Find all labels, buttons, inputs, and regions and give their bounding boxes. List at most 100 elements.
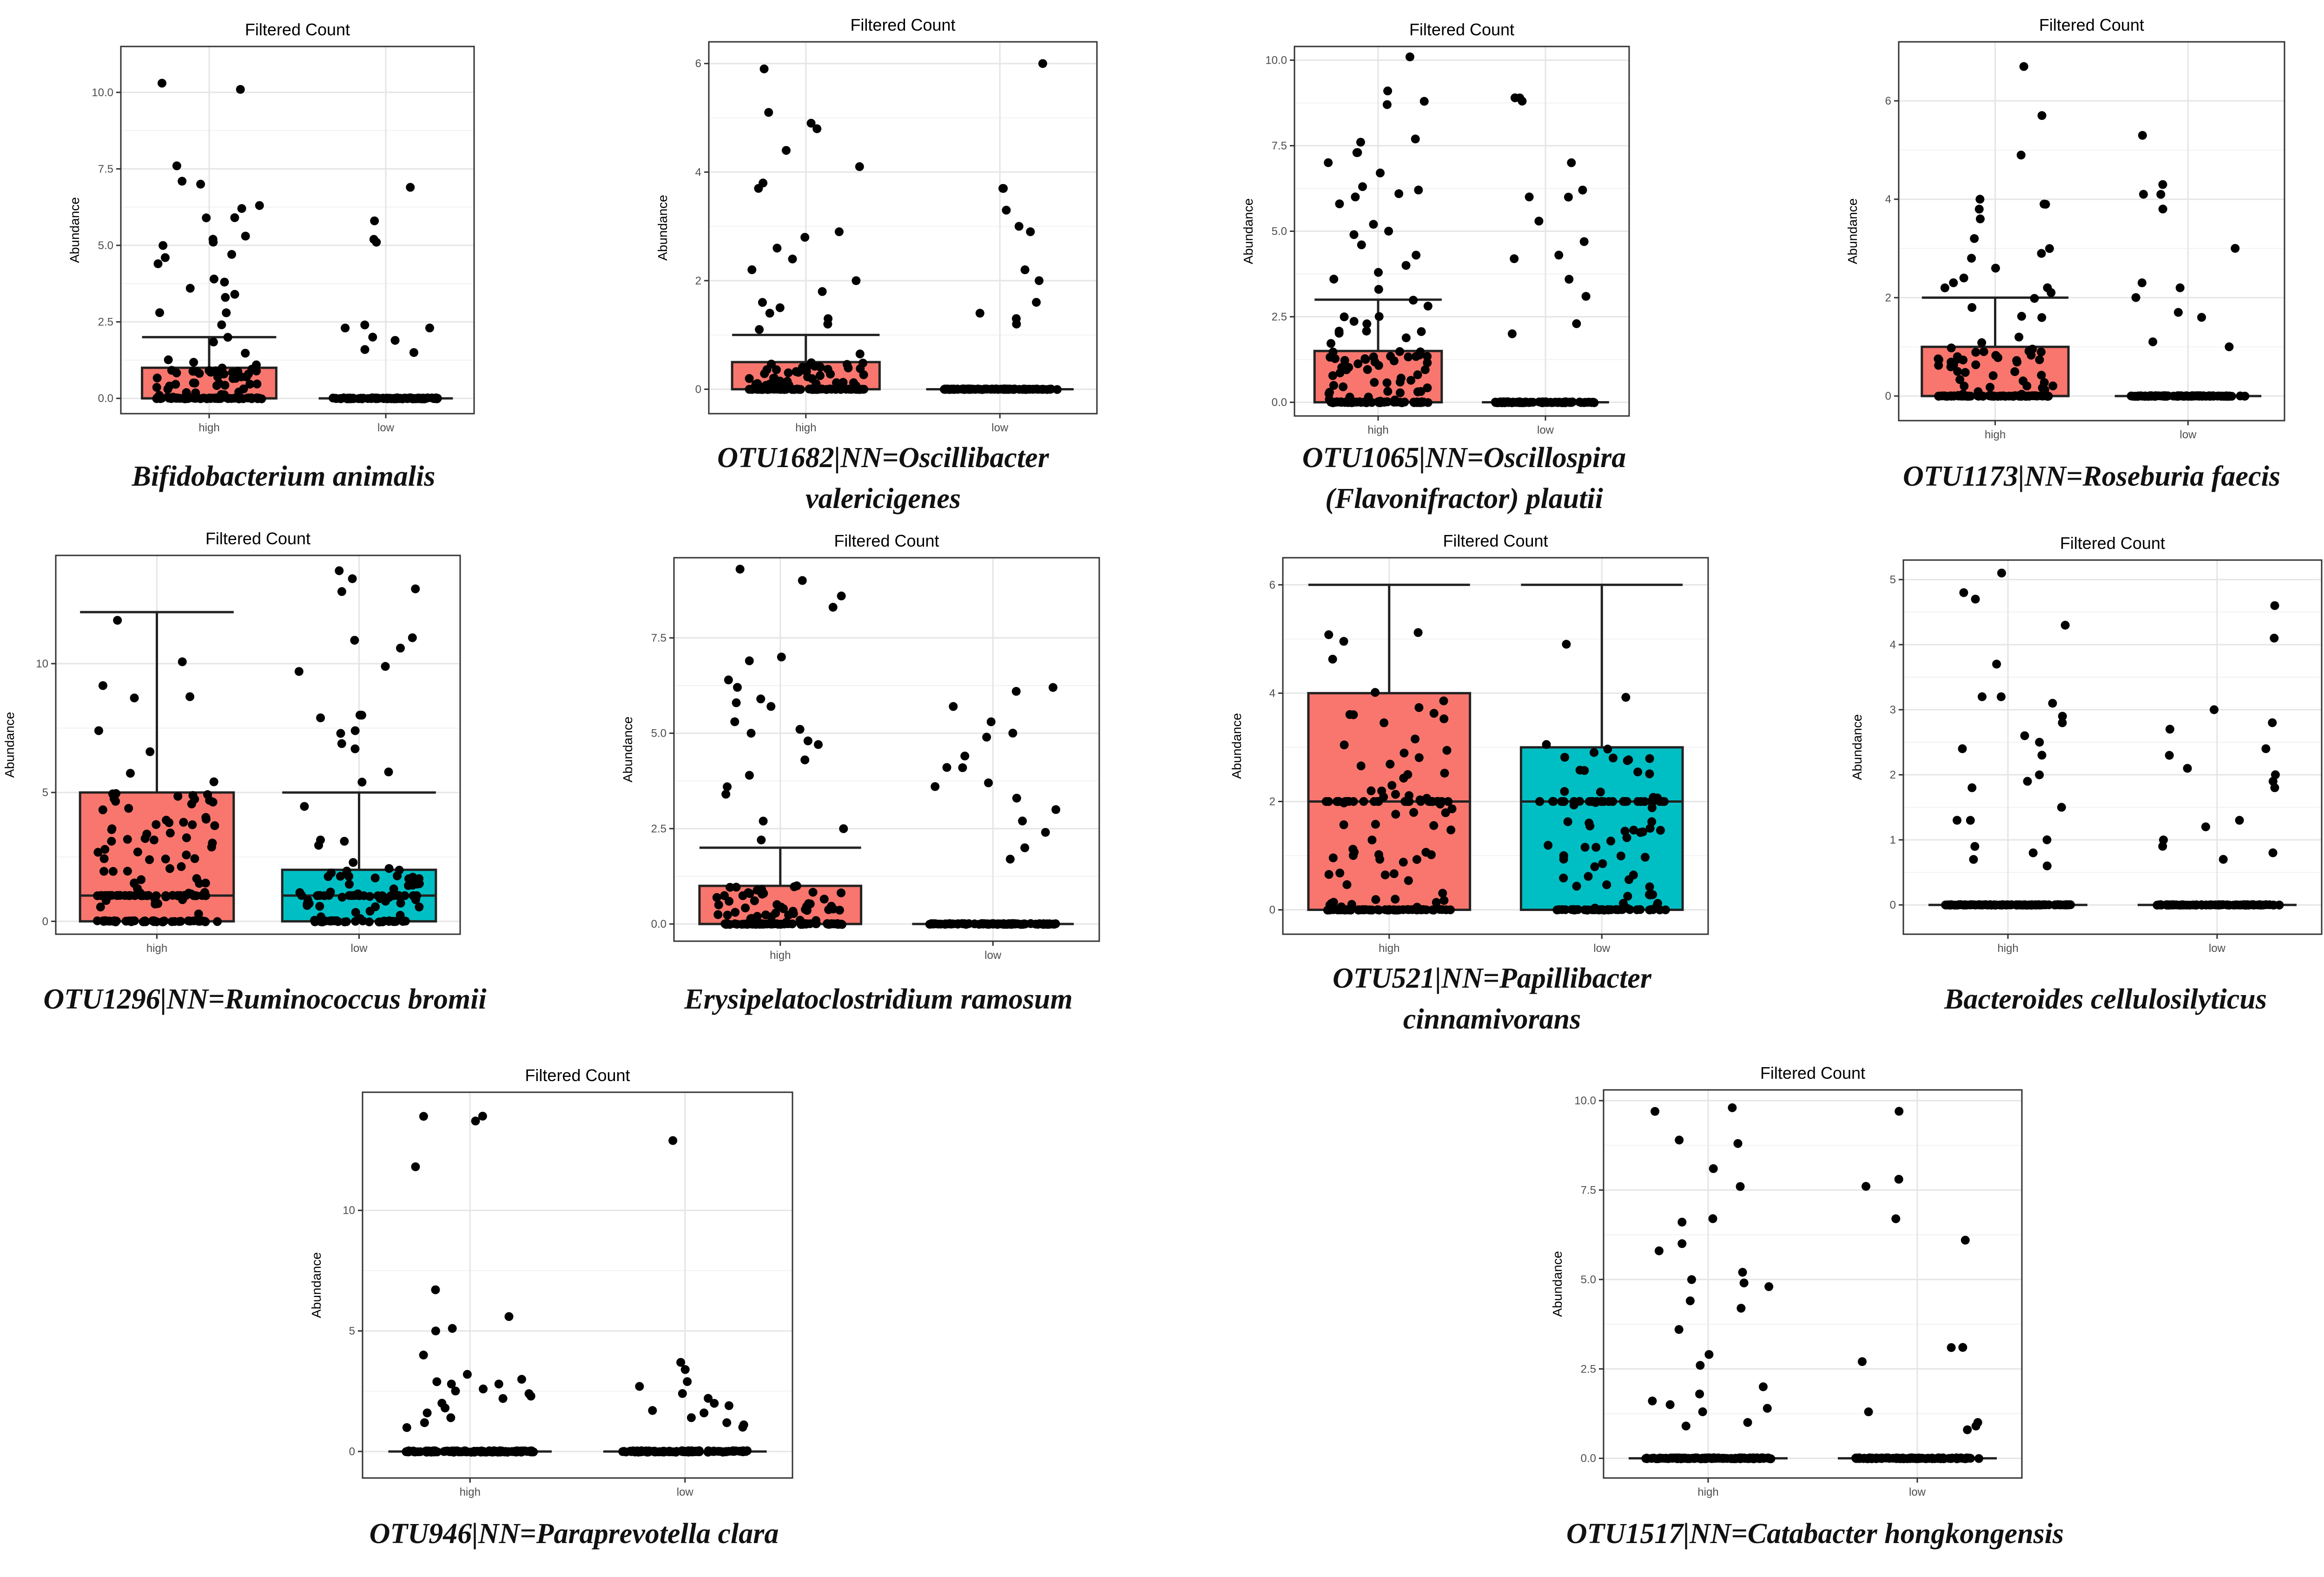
data-point	[759, 64, 769, 73]
chart-title: Filtered Count	[1409, 20, 1514, 39]
data-point	[1389, 397, 1399, 407]
data-point	[1649, 793, 1658, 802]
chart-caption: OTU521|NN=Papillibacter cinnamivorans	[1333, 963, 1652, 1035]
data-point	[411, 584, 420, 594]
data-point	[1002, 205, 1011, 215]
data-point	[1651, 1107, 1660, 1116]
data-point	[1560, 787, 1569, 796]
data-point	[1391, 790, 1400, 799]
data-point	[787, 385, 797, 394]
data-point	[1621, 693, 1631, 702]
data-point	[1708, 1214, 1717, 1223]
data-point	[337, 587, 346, 596]
data-point	[1718, 1454, 1728, 1463]
data-point	[720, 919, 730, 929]
data-point	[784, 368, 793, 377]
plot-frame	[55, 554, 461, 935]
data-point	[1389, 869, 1399, 878]
data-point	[1035, 276, 1044, 285]
data-point	[1606, 837, 1616, 846]
data-point	[2225, 900, 2234, 910]
data-point	[217, 320, 226, 330]
plot-frame	[1898, 41, 2285, 422]
data-point	[2214, 900, 2223, 910]
data-point	[220, 277, 229, 287]
data-point	[1578, 185, 1587, 195]
data-point	[1406, 376, 1416, 385]
data-point	[798, 576, 807, 585]
data-point	[1728, 1103, 1737, 1112]
x-tick-label: low	[377, 422, 395, 434]
data-point	[167, 917, 177, 926]
data-point	[1645, 824, 1655, 833]
data-point	[1412, 855, 1421, 864]
data-point	[1409, 398, 1419, 407]
data-point	[839, 824, 848, 833]
data-point	[1520, 398, 1530, 407]
data-point	[1395, 377, 1405, 387]
data-point	[825, 384, 834, 394]
data-point	[1400, 748, 1409, 758]
data-point	[1941, 900, 1950, 910]
data-point	[107, 837, 116, 846]
x-tick-label: high	[1697, 1486, 1718, 1498]
y-tick-label: 2	[1885, 291, 1891, 304]
data-point	[179, 818, 188, 827]
data-point	[963, 384, 972, 394]
data-point	[1591, 904, 1600, 913]
data-point	[462, 1370, 472, 1379]
data-point	[2175, 283, 2185, 292]
data-point	[241, 231, 250, 241]
data-point	[498, 1394, 508, 1403]
data-point	[1914, 1453, 1923, 1463]
data-point	[1371, 688, 1380, 697]
plot-background	[1604, 1090, 2022, 1478]
data-point	[252, 393, 262, 402]
data-point	[1439, 696, 1448, 706]
data-point	[367, 394, 376, 403]
data-point	[1340, 740, 1349, 750]
data-point	[1648, 1396, 1657, 1405]
chart-title: Filtered Count	[525, 1066, 630, 1085]
data-point	[255, 201, 264, 210]
data-point	[441, 1403, 450, 1412]
data-point	[1329, 381, 1338, 390]
data-point	[1647, 817, 1657, 826]
data-point	[1687, 1275, 1697, 1284]
data-point	[202, 213, 211, 223]
data-point	[784, 911, 793, 920]
data-point	[703, 1447, 713, 1457]
data-point	[336, 729, 345, 738]
data-point	[1953, 352, 1962, 362]
data-point	[130, 693, 139, 703]
data-point	[432, 1447, 441, 1456]
data-point	[1703, 1453, 1712, 1463]
data-point	[1681, 1421, 1690, 1431]
data-point	[310, 917, 320, 926]
data-point	[2037, 370, 2046, 380]
data-point	[218, 363, 227, 373]
data-point	[1947, 343, 1956, 353]
data-point	[753, 385, 762, 394]
data-point	[2139, 190, 2148, 199]
data-point	[764, 108, 773, 117]
data-point	[336, 871, 345, 881]
data-point	[1020, 265, 1030, 275]
data-point	[2158, 180, 2167, 189]
data-point	[336, 394, 345, 403]
data-point	[412, 891, 422, 900]
x-tick-label: low	[677, 1486, 694, 1498]
data-point	[381, 662, 390, 671]
data-point	[1652, 901, 1662, 911]
data-point	[722, 1418, 732, 1427]
data-point	[1991, 264, 2000, 273]
x-tick-label: high	[460, 1486, 481, 1498]
data-point	[194, 909, 203, 918]
y-tick-label: 10.0	[1574, 1095, 1596, 1107]
data-point	[777, 653, 786, 662]
data-point	[224, 394, 234, 403]
data-point	[448, 1324, 457, 1333]
y-tick-label: 4	[1269, 687, 1275, 699]
data-point	[960, 752, 970, 761]
data-point	[1975, 195, 1985, 204]
